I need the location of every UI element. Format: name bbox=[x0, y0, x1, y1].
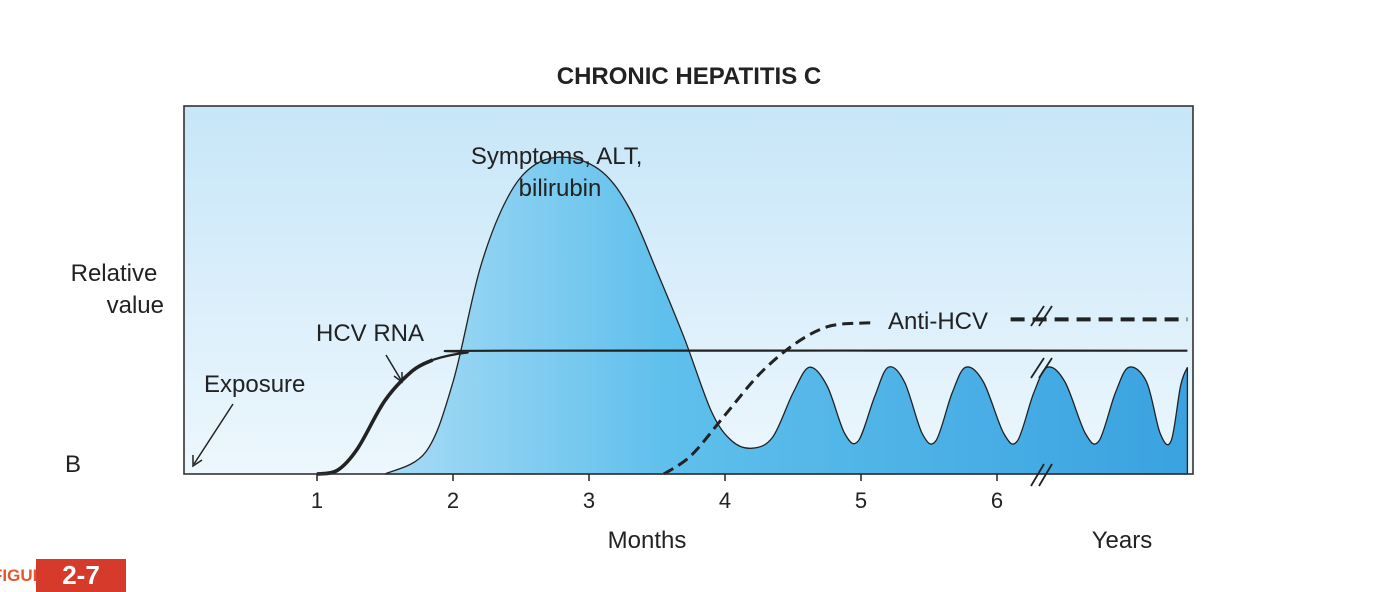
x-tick-label-5: 5 bbox=[855, 488, 867, 513]
x-axis-label-months: Months bbox=[608, 527, 687, 554]
y-axis-label-line-1: Relative bbox=[71, 260, 158, 287]
break-mark-top-2 bbox=[1038, 305, 1053, 327]
series-label-symptoms: Symptoms, ALT, bilirubin bbox=[471, 143, 649, 202]
figure-number: 2-7 bbox=[36, 559, 126, 592]
break-mark-mid-2 bbox=[1038, 357, 1053, 379]
annotation-arrows bbox=[192, 354, 403, 468]
panel-label: B bbox=[65, 451, 81, 478]
series-area-symptoms bbox=[384, 156, 1189, 475]
series-line-anti-hcv bbox=[662, 321, 875, 476]
break-mark-top-1 bbox=[1030, 305, 1045, 327]
x-tick-label-3: 3 bbox=[583, 488, 595, 513]
x-tick-label-6: 6 bbox=[991, 488, 1003, 513]
exposure-arrowhead bbox=[192, 455, 203, 468]
break-mark-axis-1 bbox=[1030, 463, 1045, 487]
x-tick-label-2: 2 bbox=[447, 488, 459, 513]
chart-title: CHRONIC HEPATITIS C bbox=[557, 63, 821, 90]
x-axis-label-years: Years bbox=[1092, 527, 1153, 554]
plot-frame bbox=[183, 105, 1194, 475]
series-label-symptoms-line-2: bilirubin bbox=[519, 175, 602, 202]
figure-word: FIGURE bbox=[0, 565, 56, 585]
break-mark-axis-2 bbox=[1038, 463, 1053, 487]
x-tick-label-4: 4 bbox=[719, 488, 731, 513]
annotation-exposure: Exposure bbox=[204, 371, 305, 398]
series-label-hcv-rna: HCV RNA bbox=[316, 320, 424, 347]
x-axis-ticks: 1 2 3 4 5 6 bbox=[311, 474, 1003, 513]
hcv-rna-arrowhead bbox=[393, 372, 403, 384]
figure-tag: FIGURE 2-7 bbox=[0, 559, 126, 592]
y-axis-label: Relative value bbox=[71, 260, 164, 319]
hcv-rna-arrow bbox=[385, 354, 402, 381]
axis-break-marks bbox=[1030, 305, 1053, 487]
series-label-symptoms-line-1: Symptoms, ALT, bbox=[471, 143, 643, 170]
exposure-arrow bbox=[193, 403, 234, 465]
series-label-anti-hcv: Anti-HCV bbox=[888, 308, 988, 335]
y-axis-label-line-2: value bbox=[107, 292, 164, 319]
series-line-hcv-rna-rise bbox=[316, 358, 434, 476]
break-mark-mid-1 bbox=[1030, 357, 1045, 379]
x-tick-label-1: 1 bbox=[311, 488, 323, 513]
